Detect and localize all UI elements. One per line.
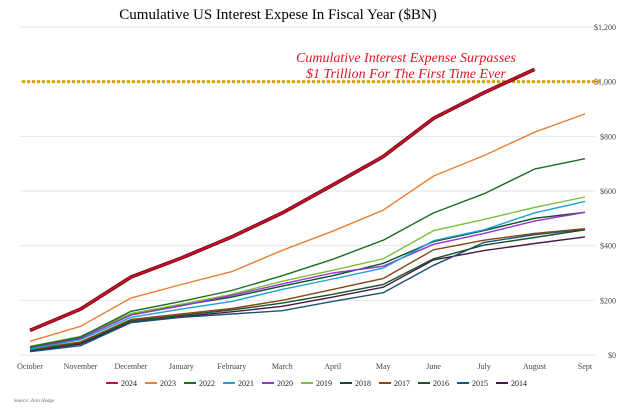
series-line-2017 [29,228,586,351]
series-line-2022 [29,158,586,348]
x-tick-label: October [17,362,43,371]
series-line-2015 [29,228,586,353]
series-lines [29,67,586,353]
y-tick-label: $0 [608,351,616,360]
x-tick-label: November [64,362,98,371]
annotation-line-1: Cumulative Interest Expense Surpasses [296,51,516,66]
x-tick-label: June [426,362,441,371]
x-tick-label: December [114,362,147,371]
annotation-line-2: $1 Trillion For The First Time Ever [306,67,506,82]
series-line-2023 [29,113,586,342]
series-line-2021 [29,200,586,350]
x-tick-label: May [376,362,391,371]
y-tick-label: $200 [600,296,616,305]
x-tick-label: March [272,362,293,371]
series-line-shadow-2024 [29,67,536,333]
x-tick-label: August [523,362,547,371]
legend-label-2021: 2021 [238,379,254,388]
x-tick-label: July [477,362,490,371]
y-tick-label: $400 [600,242,616,251]
series-line-2016 [29,229,586,351]
x-tick-label: Sept [578,362,593,371]
legend-label-2024: 2024 [121,379,137,388]
legend-label-2018: 2018 [355,379,371,388]
legend-label-2017: 2017 [394,379,410,388]
legend-label-2019: 2019 [316,379,332,388]
legend: 2024 2023 2022 2021 2020 2019 2018 2017 2016 2015… [106,379,527,388]
legend-label-2015: 2015 [472,379,488,388]
legend-label-2022: 2022 [199,379,215,388]
legend-label-2023: 2023 [160,379,176,388]
legend-label-2016: 2016 [433,379,449,388]
x-tick-label: April [324,362,342,371]
series-line-2020 [29,211,586,348]
y-tick-label: $1,200 [594,23,616,32]
chart-title: Cumulative US Interest Expese In Fiscal … [119,7,436,23]
y-axis: $0 $200 $400 $600 $800 $1,000 $1,200 [594,23,616,360]
legend-label-2014: 2014 [511,379,527,388]
x-tick-label: January [169,362,194,371]
legend-label-2020: 2020 [277,379,293,388]
series-line-2019 [29,196,586,347]
series-line-2018 [29,211,586,349]
x-tick-label: February [217,362,246,371]
x-axis: October November December January February Ma… [17,362,593,371]
source-note: Source: Zero Hedge [14,399,55,404]
y-tick-label: $1,000 [594,78,616,87]
y-tick-label: $800 [600,132,616,141]
y-tick-label: $600 [600,187,616,196]
series-line-2024 [29,68,535,332]
series-line-2014 [29,236,586,352]
